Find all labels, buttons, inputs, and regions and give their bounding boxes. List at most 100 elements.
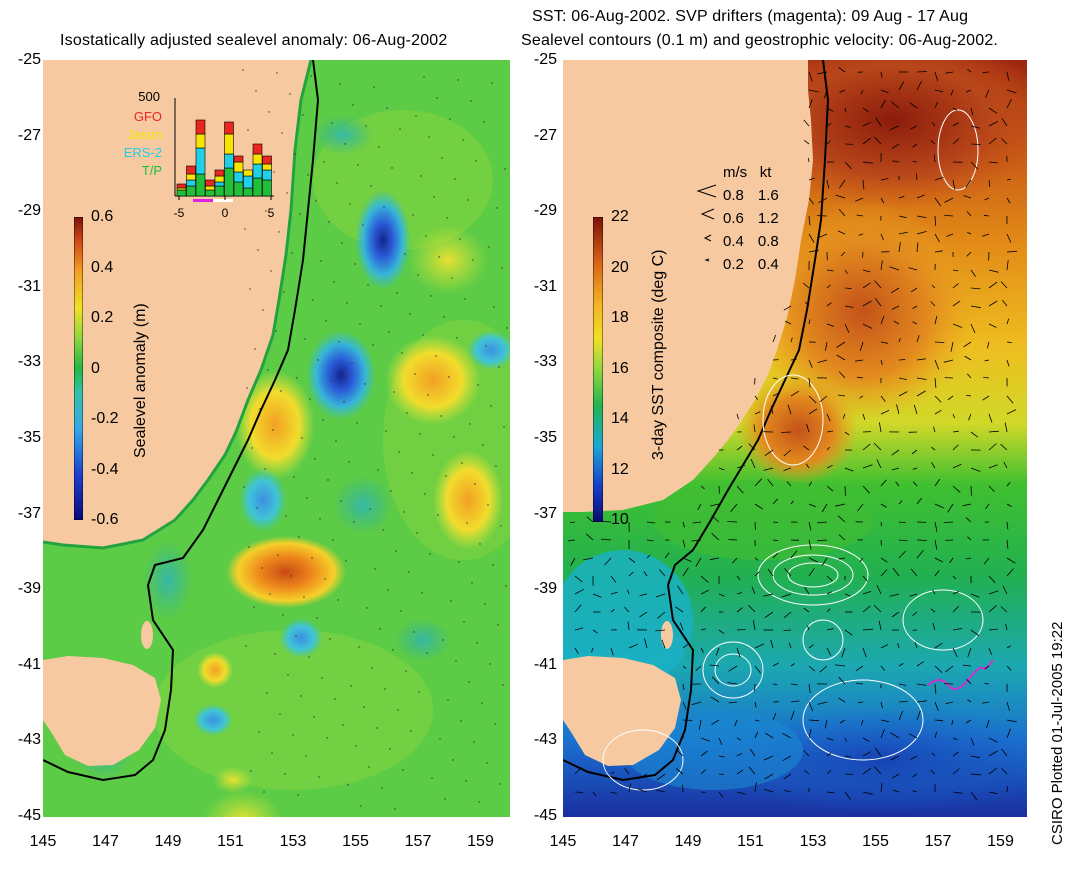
velocity-vector [682,728,686,739]
velocity-vector [952,751,959,757]
velocity-dot [449,118,451,120]
sst-colorbar [593,217,603,522]
velocity-vector [838,371,846,379]
velocity-dot [464,298,466,300]
velocity-vector [931,752,936,757]
velocity-vector [862,485,870,494]
velocity-vector [933,154,936,163]
velocity-vector [753,620,756,631]
velocity-dot [316,617,318,619]
velocity-vector [592,791,597,797]
velocity-vector [988,737,998,743]
velocity-vector [880,359,883,365]
velocity-vector [862,767,872,775]
velocity-vector [783,629,792,631]
velocity-dot [314,458,316,460]
velocity-vector [890,287,900,294]
sealevel-anomaly-field [43,60,510,817]
velocity-dot [331,122,333,124]
histogram-bar-segment [176,183,187,189]
velocity-vector [808,481,813,487]
velocity-vector [772,683,778,686]
velocity-vector [984,665,990,670]
velocity-vector [952,138,960,145]
velocity-vector [700,606,706,613]
velocity-dot [243,486,245,488]
velocity-vector [826,302,832,307]
velocity-vector [817,521,828,524]
velocity-vector [985,503,990,510]
velocity-vector [934,570,940,577]
velocity-vector [931,122,936,127]
velocity-vector [912,143,918,148]
velocity-dot [429,553,431,555]
velocity-vector [944,215,954,217]
latitude-tick: -35 [533,429,557,446]
velocity-vector [783,305,792,311]
velocity-vector [1001,748,1008,757]
velocity-vector [934,521,938,532]
velocity-vector [982,233,990,237]
velocity-ms: 0.8 [723,187,744,204]
velocity-vector [947,503,954,513]
velocity-dot [402,769,404,771]
velocity-dot [328,221,330,223]
velocity-vector [574,588,584,595]
histogram-bar-segment [262,169,272,181]
velocity-dot [456,337,458,339]
velocity-vector [892,789,900,793]
velocity-dot [323,161,325,163]
velocity-dot [390,490,392,492]
velocity-vector [934,478,941,487]
velocity-vector [898,377,907,380]
velocity-dot [254,348,256,350]
velocity-dot [278,231,280,233]
velocity-dot [322,419,324,421]
velocity-vector [934,215,937,226]
velocity-vector [873,604,882,613]
velocity-vector [727,521,738,523]
velocity-dot [350,685,352,687]
velocity-vector [808,728,812,739]
velocity-vector [934,359,940,370]
velocity-vector [844,593,851,597]
velocity-dot [279,713,281,715]
velocity-dot [325,320,327,322]
velocity-vector [1006,568,1014,577]
velocity-dot [500,525,502,527]
velocity-vector [898,391,908,397]
velocity-vector [970,467,981,472]
velocity-dot [261,567,263,569]
velocity-vector [898,500,903,505]
velocity-vector [709,557,720,561]
velocity-vector [783,449,792,457]
latitude-tick: -29 [533,202,557,220]
velocity-vector [804,769,810,775]
velocity-vector [826,608,831,613]
velocity-vector [934,701,939,711]
velocity-dot [496,207,498,209]
velocity-dot [255,90,257,92]
satellite-legend-entry: Jason [127,127,162,142]
colorbar-tick: 12 [611,460,629,478]
velocity-vector [916,661,925,667]
velocity-dot [404,253,406,255]
velocity-dot [458,561,460,563]
velocity-vector [803,119,810,127]
velocity-legend-arrows [696,184,717,262]
velocity-dot [469,423,471,425]
velocity-vector [880,701,883,709]
velocity-vector [585,533,594,541]
velocity-vector [911,449,918,455]
velocity-vector [1006,98,1012,109]
velocity-vector [604,557,612,566]
velocity-vector [751,586,756,595]
velocity-dot [356,422,358,424]
latitude-tick: -29 [17,202,41,220]
velocity-vector [844,161,852,170]
velocity-vector [988,605,997,613]
velocity-vector [754,782,757,793]
velocity-vector [988,590,999,595]
histogram-bar-segment [224,121,234,135]
velocity-vector [934,233,940,243]
